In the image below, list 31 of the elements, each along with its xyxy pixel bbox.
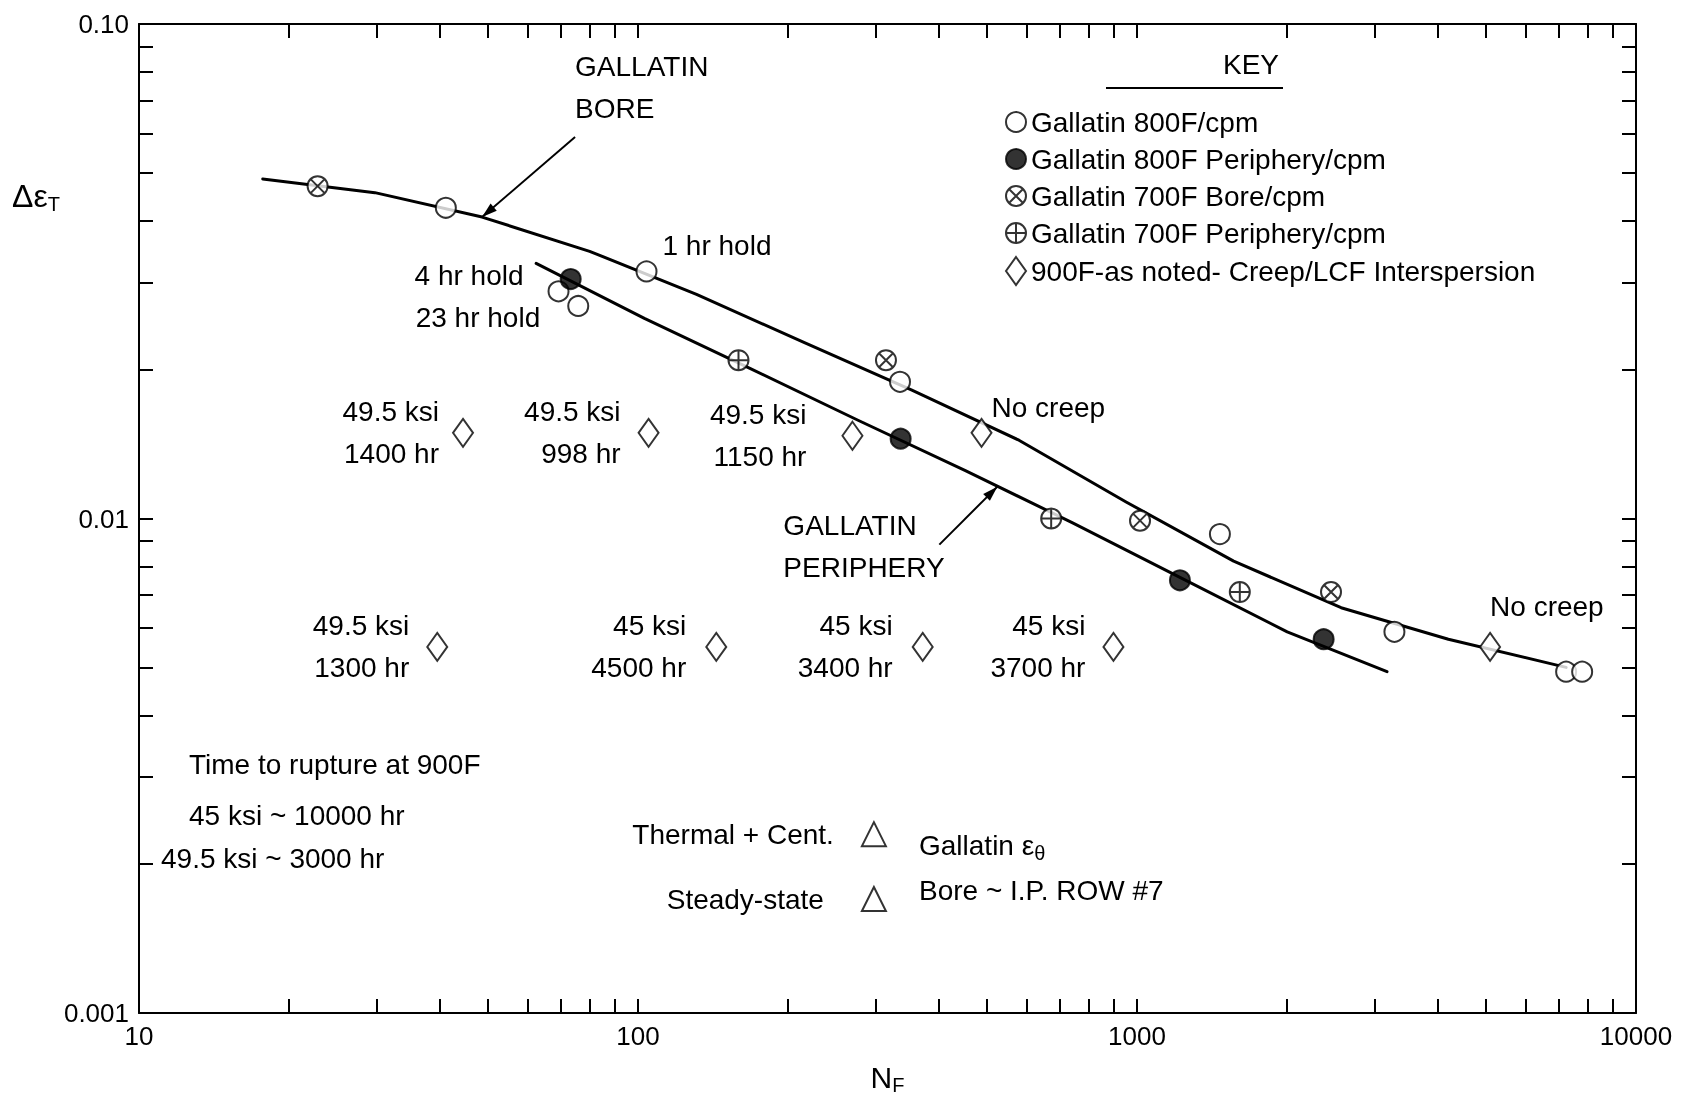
legend-label: Gallatin 800F Periphery/cpm <box>1031 143 1386 175</box>
annotation: Thermal + Cent. <box>632 818 834 850</box>
annotation: 49.5 ksi 998 hr <box>524 396 621 470</box>
annotation: 4 hr hold <box>414 259 524 291</box>
y-tick-label: 0.10 <box>78 9 129 39</box>
annotation: Steady-state <box>666 883 824 915</box>
annotation: 49.5 ksi 1150 hr <box>709 399 807 473</box>
annotation: 23 hr hold <box>415 302 541 334</box>
x-tick-label: 100 <box>616 1021 660 1051</box>
legend-title: KEY <box>1223 48 1280 80</box>
annotation: 45 ksi 4500 hr <box>591 610 687 684</box>
legend-label: Gallatin 700F Periphery/cpm <box>1031 217 1386 249</box>
x-tick-label: 1000 <box>1108 1021 1166 1051</box>
legend-label: 900F-as noted- Creep/LCF Interspersion <box>1031 255 1536 287</box>
annotation: No creep <box>991 392 1106 424</box>
annotation: 45 ksi 3700 hr <box>990 610 1086 684</box>
x-tick-label: 10000 <box>1599 1021 1673 1051</box>
annotation: GALLATIN BORE <box>575 50 709 124</box>
y-tick-label: 0.01 <box>78 503 129 534</box>
legend-label: Gallatin 700F Bore/cpm <box>1031 180 1326 212</box>
annotation: Bore ~ I.P. ROW #7 <box>919 874 1164 906</box>
annotation: 45 ksi ~ 10000 hr <box>189 799 405 831</box>
annotation: No creep <box>1490 591 1604 623</box>
legend-label: Gallatin 800F/cpm <box>1031 106 1259 138</box>
annotation: Time to rupture at 900F <box>189 748 481 780</box>
annotation: 49.5 ksi 1300 hr <box>312 610 410 684</box>
annotation: 45 ksi 3400 hr <box>797 610 893 684</box>
annotation: 1 hr hold <box>662 229 772 261</box>
annotation: GALLATIN PERIPHERY <box>783 510 945 584</box>
annotation: 49.5 ksi 1400 hr <box>342 396 440 470</box>
annotation: 49.5 ksi ~ 3000 hr <box>161 842 385 874</box>
